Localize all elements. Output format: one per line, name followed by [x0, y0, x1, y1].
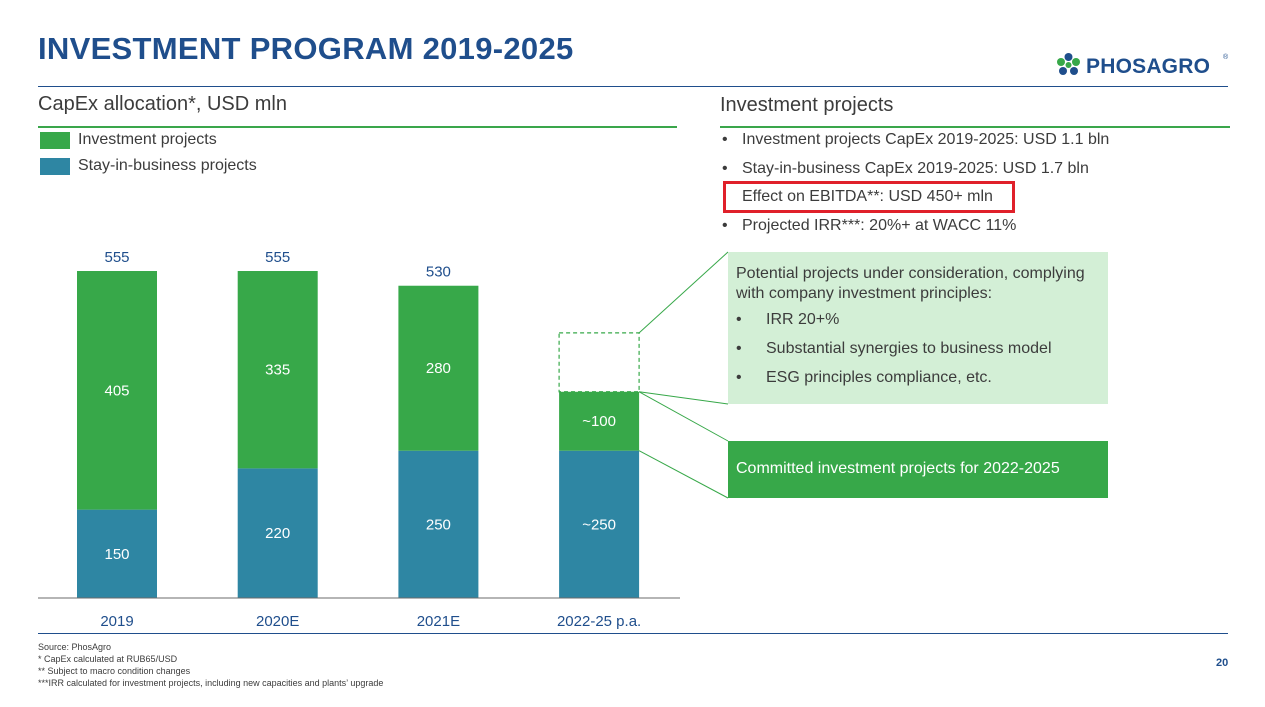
potential-item-text: ESG principles compliance, etc. — [766, 369, 992, 386]
connector-potential-bottom — [639, 391, 729, 405]
data-label-stay-in-business-projects-2021e: 250 — [426, 516, 451, 533]
committed-projects-box: Committed investment projects for 2022-2… — [728, 441, 1108, 498]
footnote-macro: ** Subject to macro condition changes — [38, 666, 191, 676]
investment-projects-heading-rule — [720, 126, 1230, 128]
data-label-investment-projects-2022-25-p-a: ~100 — [582, 413, 616, 430]
capex-heading: CapEx allocation*, USD mln — [38, 93, 287, 115]
connector-committed-bottom — [638, 450, 729, 499]
data-label-stay-in-business-projects-2020e: 220 — [265, 525, 290, 542]
total-label-2019: 555 — [104, 249, 129, 266]
x-tick-label-2020e: 2020E — [256, 613, 299, 630]
connector-potential-top — [638, 251, 729, 334]
potential-item-text: Substantial synergies to business model — [766, 340, 1052, 357]
bullet-text: Stay-in-business CapEx 2019-2025: USD 1.… — [742, 160, 1089, 177]
footnote-irr: ***IRR calculated for investment project… — [38, 678, 384, 688]
bar-stay-in-business-projects-2022-25-p-a — [559, 450, 640, 598]
bar-investment-projects-2022-25-p-a — [559, 391, 640, 451]
title-divider — [38, 86, 1228, 87]
footnote-source: Source: PhosAgro — [38, 642, 112, 652]
phosagro-flower-icon — [1057, 53, 1080, 75]
data-label-investment-projects-2019: 405 — [104, 382, 129, 399]
footnote-capex: * CapEx calculated at RUB65/USD — [38, 654, 178, 664]
data-label-stay-in-business-projects-2022-25-p-a: ~250 — [582, 516, 616, 533]
legend-swatch-stay-in-business — [40, 158, 70, 175]
data-label-stay-in-business-projects-2019: 150 — [104, 546, 129, 563]
footer-divider — [38, 633, 1228, 634]
total-label-2021e: 530 — [426, 264, 451, 281]
data-label-investment-projects-2021e: 280 — [426, 360, 451, 377]
potential-projects-box: Potential projects under consideration, … — [728, 252, 1108, 404]
capex-heading-rule — [38, 126, 677, 128]
bullet-text: Effect on EBITDA**: USD 450+ mln — [742, 188, 993, 205]
bar-stay-in-business-projects-2021e — [398, 450, 479, 598]
committed-projects-text: Committed investment projects for 2022-2… — [736, 460, 1060, 477]
page-title: INVESTMENT PROGRAM 2019-2025 — [38, 31, 574, 66]
bar-stay-in-business-projects-2020e — [237, 468, 318, 598]
connector-committed-top — [638, 391, 729, 442]
x-tick-label-2022-25-p-a: 2022-25 p.a. — [557, 613, 641, 630]
logo-wordmark: PHOSAGRO — [1086, 55, 1211, 78]
bullet-text: Projected IRR***: 20%+ at WACC 11% — [742, 217, 1017, 234]
legend-label-investment: Investment projects — [78, 131, 217, 148]
total-label-2020e: 555 — [265, 249, 290, 266]
data-label-investment-projects-2020e: 335 — [265, 362, 290, 379]
potential-projects-heading: Potential projects under consideration, … — [736, 265, 1085, 302]
bar-stay-in-business-projects-2019 — [77, 509, 157, 598]
footnotes: Source: PhosAgro * CapEx calculated at R… — [38, 641, 383, 689]
potential-item-text: IRR 20+% — [766, 311, 840, 328]
investment-projects-heading: Investment projects — [720, 94, 894, 116]
logo-trademark: ® — [1223, 54, 1229, 61]
x-tick-label-2019: 2019 — [100, 613, 133, 630]
bar-investment-projects-2020e — [237, 271, 318, 469]
x-tick-label-2021e: 2021E — [417, 613, 460, 630]
bullet-text: Investment projects CapEx 2019-2025: USD… — [742, 131, 1110, 148]
legend-swatch-investment — [40, 132, 70, 149]
potential-projects-dashed-bar — [558, 332, 640, 393]
bar-investment-projects-2019 — [77, 271, 157, 510]
legend-label-stay-in-business: Stay-in-business projects — [78, 157, 257, 174]
page-number: 20 — [1216, 657, 1229, 669]
ebitda-highlight-frame — [723, 181, 1015, 213]
bar-investment-projects-2021e — [398, 285, 479, 451]
